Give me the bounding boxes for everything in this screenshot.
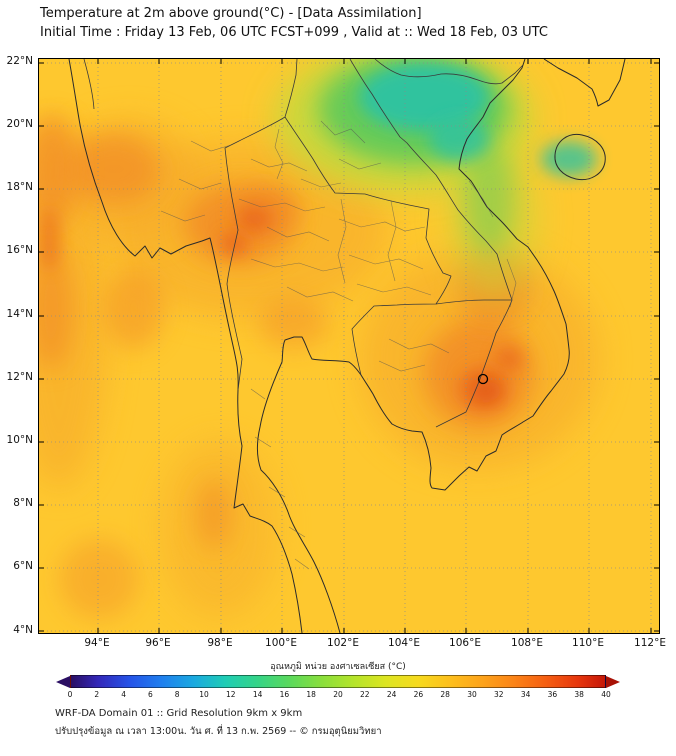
- x-tick-label: 94°E: [84, 637, 110, 649]
- colorbar-tick: 16: [279, 690, 290, 699]
- map-canvas: [38, 58, 660, 634]
- page-title: Temperature at 2m above ground(°C) - [Da…: [40, 6, 422, 21]
- colorbar-tick: 2: [94, 690, 100, 699]
- y-tick-label: 6°N: [13, 560, 33, 572]
- colorbar-tick: 28: [440, 690, 450, 699]
- colorbar-tick: 34: [520, 690, 531, 699]
- temperature-map-svg: [39, 59, 659, 633]
- footer-domain-info: WRF-DA Domain 01 :: Grid Resolution 9km …: [55, 708, 303, 719]
- colorbar-tick: 32: [494, 690, 504, 699]
- colorbar-gradient: [70, 675, 606, 688]
- colorbar-tick: 26: [413, 690, 424, 699]
- y-tick-label: 18°N: [6, 181, 33, 193]
- province-borders: [160, 120, 517, 570]
- colorbar-tick: 20: [333, 690, 343, 699]
- colorbar-label: อุณหภูมิ หน่วย องศาเซลเซียส (°C): [270, 662, 406, 672]
- x-axis: 94°E 96°E 98°E 100°E 102°E 104°E 106°E 1…: [38, 637, 666, 653]
- colorbar-tick: 40: [601, 690, 611, 699]
- x-tick-label: 108°E: [511, 637, 543, 649]
- colorbar-tick: 22: [360, 690, 370, 699]
- colorbar-right-arrow-icon: [606, 675, 620, 688]
- y-tick-label: 10°N: [6, 434, 33, 446]
- y-tick-label: 8°N: [13, 497, 33, 509]
- y-tick-label: 20°N: [6, 118, 33, 130]
- colorbar-ticks: 0 2 4 6 8 10 12 14 16 18 20 22 24 26 28 …: [67, 690, 611, 700]
- y-tick-label: 12°N: [6, 371, 33, 383]
- colorbar-tick: 8: [174, 690, 180, 699]
- colorbar-tick: 0: [67, 690, 73, 699]
- colorbar-tick: 4: [121, 690, 126, 699]
- x-tick-label: 100°E: [265, 637, 297, 649]
- colorbar-tick: 36: [547, 690, 558, 699]
- country-borders: [83, 59, 524, 428]
- colorbar-tick: 24: [386, 690, 397, 699]
- colorbar-tick: 14: [252, 690, 263, 699]
- axis-ticks: [39, 59, 659, 633]
- y-tick-label: 14°N: [6, 308, 33, 320]
- temperature-field: [39, 59, 659, 633]
- colorbar-tick: 10: [199, 690, 209, 699]
- footer-update-info: ปรับปรุงข้อมูล ณ เวลา 13:00น. วัน ศ. ที่…: [55, 726, 382, 737]
- x-tick-label: 102°E: [327, 637, 359, 649]
- x-tick-label: 98°E: [207, 637, 233, 649]
- y-axis: 22°N 20°N 18°N 16°N 14°N 12°N 10°N 8°N 6…: [0, 55, 36, 636]
- station-marker: [477, 373, 489, 385]
- colorbar: [56, 675, 620, 688]
- colorbar-tick: 18: [306, 690, 316, 699]
- x-tick-label: 106°E: [449, 637, 481, 649]
- page-subtitle: Initial Time : Friday 13 Feb, 06 UTC FCS…: [40, 25, 548, 40]
- colorbar-tick: 30: [467, 690, 477, 699]
- coastline: [68, 59, 626, 633]
- colorbar-tick: 6: [148, 690, 153, 699]
- colorbar-tick: 38: [574, 690, 584, 699]
- x-tick-label: 104°E: [388, 637, 420, 649]
- y-tick-label: 22°N: [6, 55, 33, 67]
- y-tick-label: 4°N: [13, 624, 33, 636]
- x-tick-label: 96°E: [145, 637, 171, 649]
- x-tick-label: 110°E: [572, 637, 604, 649]
- colorbar-left-arrow-icon: [56, 675, 70, 688]
- y-tick-label: 16°N: [6, 244, 33, 256]
- colorbar-tick: 12: [226, 690, 236, 699]
- x-tick-label: 112°E: [634, 637, 666, 649]
